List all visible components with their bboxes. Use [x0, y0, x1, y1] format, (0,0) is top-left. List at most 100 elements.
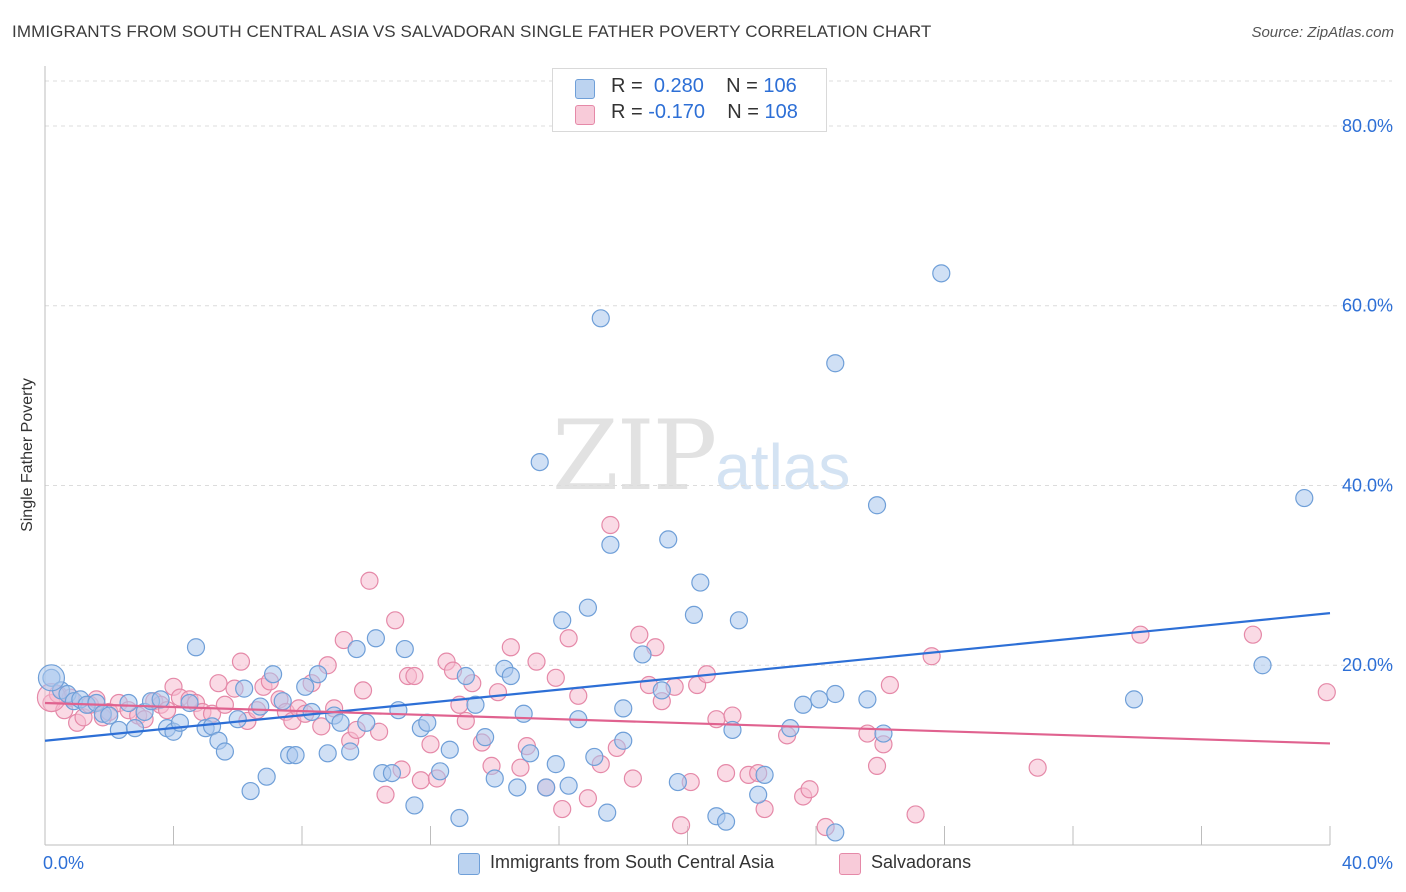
y-tick-label: 60.0% — [1342, 296, 1393, 316]
salvadorans-point — [553, 799, 572, 819]
legend-swatch-pink — [575, 105, 595, 125]
immigrants-point — [251, 697, 270, 716]
immigrants-point — [228, 710, 247, 729]
chart-title: IMMIGRANTS FROM SOUTH CENTRAL ASIA VS SA… — [12, 22, 932, 41]
salvadorans-point — [630, 625, 649, 644]
immigrants-point — [546, 755, 565, 774]
salvadorans-point — [623, 769, 642, 788]
immigrants-point — [308, 665, 328, 684]
correlation-legend: R = 0.280 N = 106 R = -0.170 N = 108 — [552, 68, 827, 132]
immigrants-point — [1295, 488, 1314, 508]
immigrants-point — [405, 796, 424, 815]
immigrants-point — [530, 453, 549, 472]
immigrants-point — [508, 778, 527, 797]
y-tick-label: 40.0% — [1342, 475, 1393, 495]
x-tick-label: 40.0% — [1342, 853, 1393, 873]
tick-labels: 20.0% 40.0% 60.0% 80.0% 0.0% 40.0% — [43, 116, 1393, 873]
immigrants-point — [755, 765, 774, 784]
immigrants-point — [501, 666, 520, 686]
immigrants-point — [781, 719, 800, 738]
immigrants-point — [826, 823, 845, 842]
immigrants-point — [366, 629, 385, 648]
immigrants-point — [476, 728, 495, 747]
chart-source: Source: ZipAtlas.com — [1251, 24, 1394, 41]
x-tick-label: 0.0% — [43, 853, 84, 873]
salvadorans-point — [360, 571, 379, 590]
salvadorans-point — [501, 638, 520, 657]
salvadorans-point — [716, 763, 736, 783]
immigrants-point — [431, 762, 450, 781]
salvadorans-point — [209, 674, 228, 693]
salvadorans-point — [312, 717, 331, 736]
immigrants-point — [794, 695, 813, 714]
immigrants-point — [485, 769, 504, 788]
salvadorans-point — [405, 666, 424, 686]
immigrants-point — [450, 808, 469, 828]
immigrants-point — [286, 746, 305, 765]
salvadorans-point — [906, 805, 925, 824]
immigrants-point — [553, 611, 572, 630]
legend-r-value: -0.170 — [648, 101, 705, 123]
salvadorans-point — [559, 629, 578, 648]
watermark-atlas: atlas — [715, 431, 851, 503]
legend-n-value: 108 — [764, 101, 798, 123]
immigrants-point — [456, 666, 475, 686]
trend-lines — [44, 612, 1331, 745]
series-swatch-blue — [458, 853, 480, 875]
immigrants-point — [591, 309, 610, 328]
salvadorans-point — [880, 675, 899, 695]
y-tick-label: 20.0% — [1342, 655, 1393, 675]
immigrants-point — [652, 681, 671, 700]
immigrants-point — [382, 763, 402, 783]
salvadorans-point — [231, 652, 251, 671]
legend-swatch-blue — [575, 79, 595, 99]
immigrants-point — [601, 535, 620, 554]
immigrants-point — [684, 605, 704, 625]
immigrants-point — [691, 573, 710, 592]
salvadorans-point — [411, 771, 430, 790]
grid-lines — [45, 80, 1392, 666]
salvadorans-point — [546, 668, 565, 687]
immigrants-point — [318, 744, 337, 763]
salvadorans-point — [353, 681, 373, 700]
legend-n-value: 106 — [763, 75, 797, 97]
salvadorans-point — [569, 686, 588, 705]
immigrants-point — [520, 744, 540, 763]
immigrants-point — [874, 724, 893, 743]
salvadorans-point — [867, 756, 887, 776]
salvadorans-point — [800, 780, 819, 799]
immigrants-point — [257, 767, 276, 786]
legend-r-label: R = — [611, 101, 643, 123]
immigrants-point — [395, 639, 414, 659]
immigrants-point — [1124, 690, 1144, 709]
salvadorans-trend-line — [44, 701, 1331, 745]
immigrants-point — [296, 677, 315, 696]
immigrants-point — [537, 778, 556, 797]
salvadorans-point — [376, 785, 395, 804]
salvadorans-point — [1317, 683, 1336, 702]
immigrants-point — [215, 742, 234, 761]
salvadorans-point — [511, 758, 530, 777]
immigrants-point — [932, 264, 951, 283]
legend-r-value: 0.280 — [653, 75, 704, 97]
salvadorans-point — [1131, 625, 1150, 644]
immigrants-point — [109, 720, 128, 740]
series-legend-label: Immigrants from South Central Asia — [490, 852, 775, 872]
salvadorans-point — [671, 816, 691, 835]
salvadorans-point — [488, 683, 508, 702]
watermark: ZIPatlas — [552, 400, 850, 512]
immigrants-point — [235, 679, 254, 698]
immigrants-point — [749, 785, 768, 804]
immigrants-point — [826, 684, 845, 704]
immigrants-point — [418, 713, 437, 732]
immigrants-point — [180, 693, 199, 713]
salvadorans-point — [1243, 625, 1263, 644]
immigrants-point — [241, 781, 260, 801]
salvadorans-point — [386, 611, 405, 630]
series-swatch-pink — [839, 853, 861, 875]
salvadorans-point — [527, 652, 546, 671]
immigrants-point — [119, 693, 138, 713]
salvadorans-point — [370, 722, 389, 741]
immigrants-point — [151, 690, 170, 709]
